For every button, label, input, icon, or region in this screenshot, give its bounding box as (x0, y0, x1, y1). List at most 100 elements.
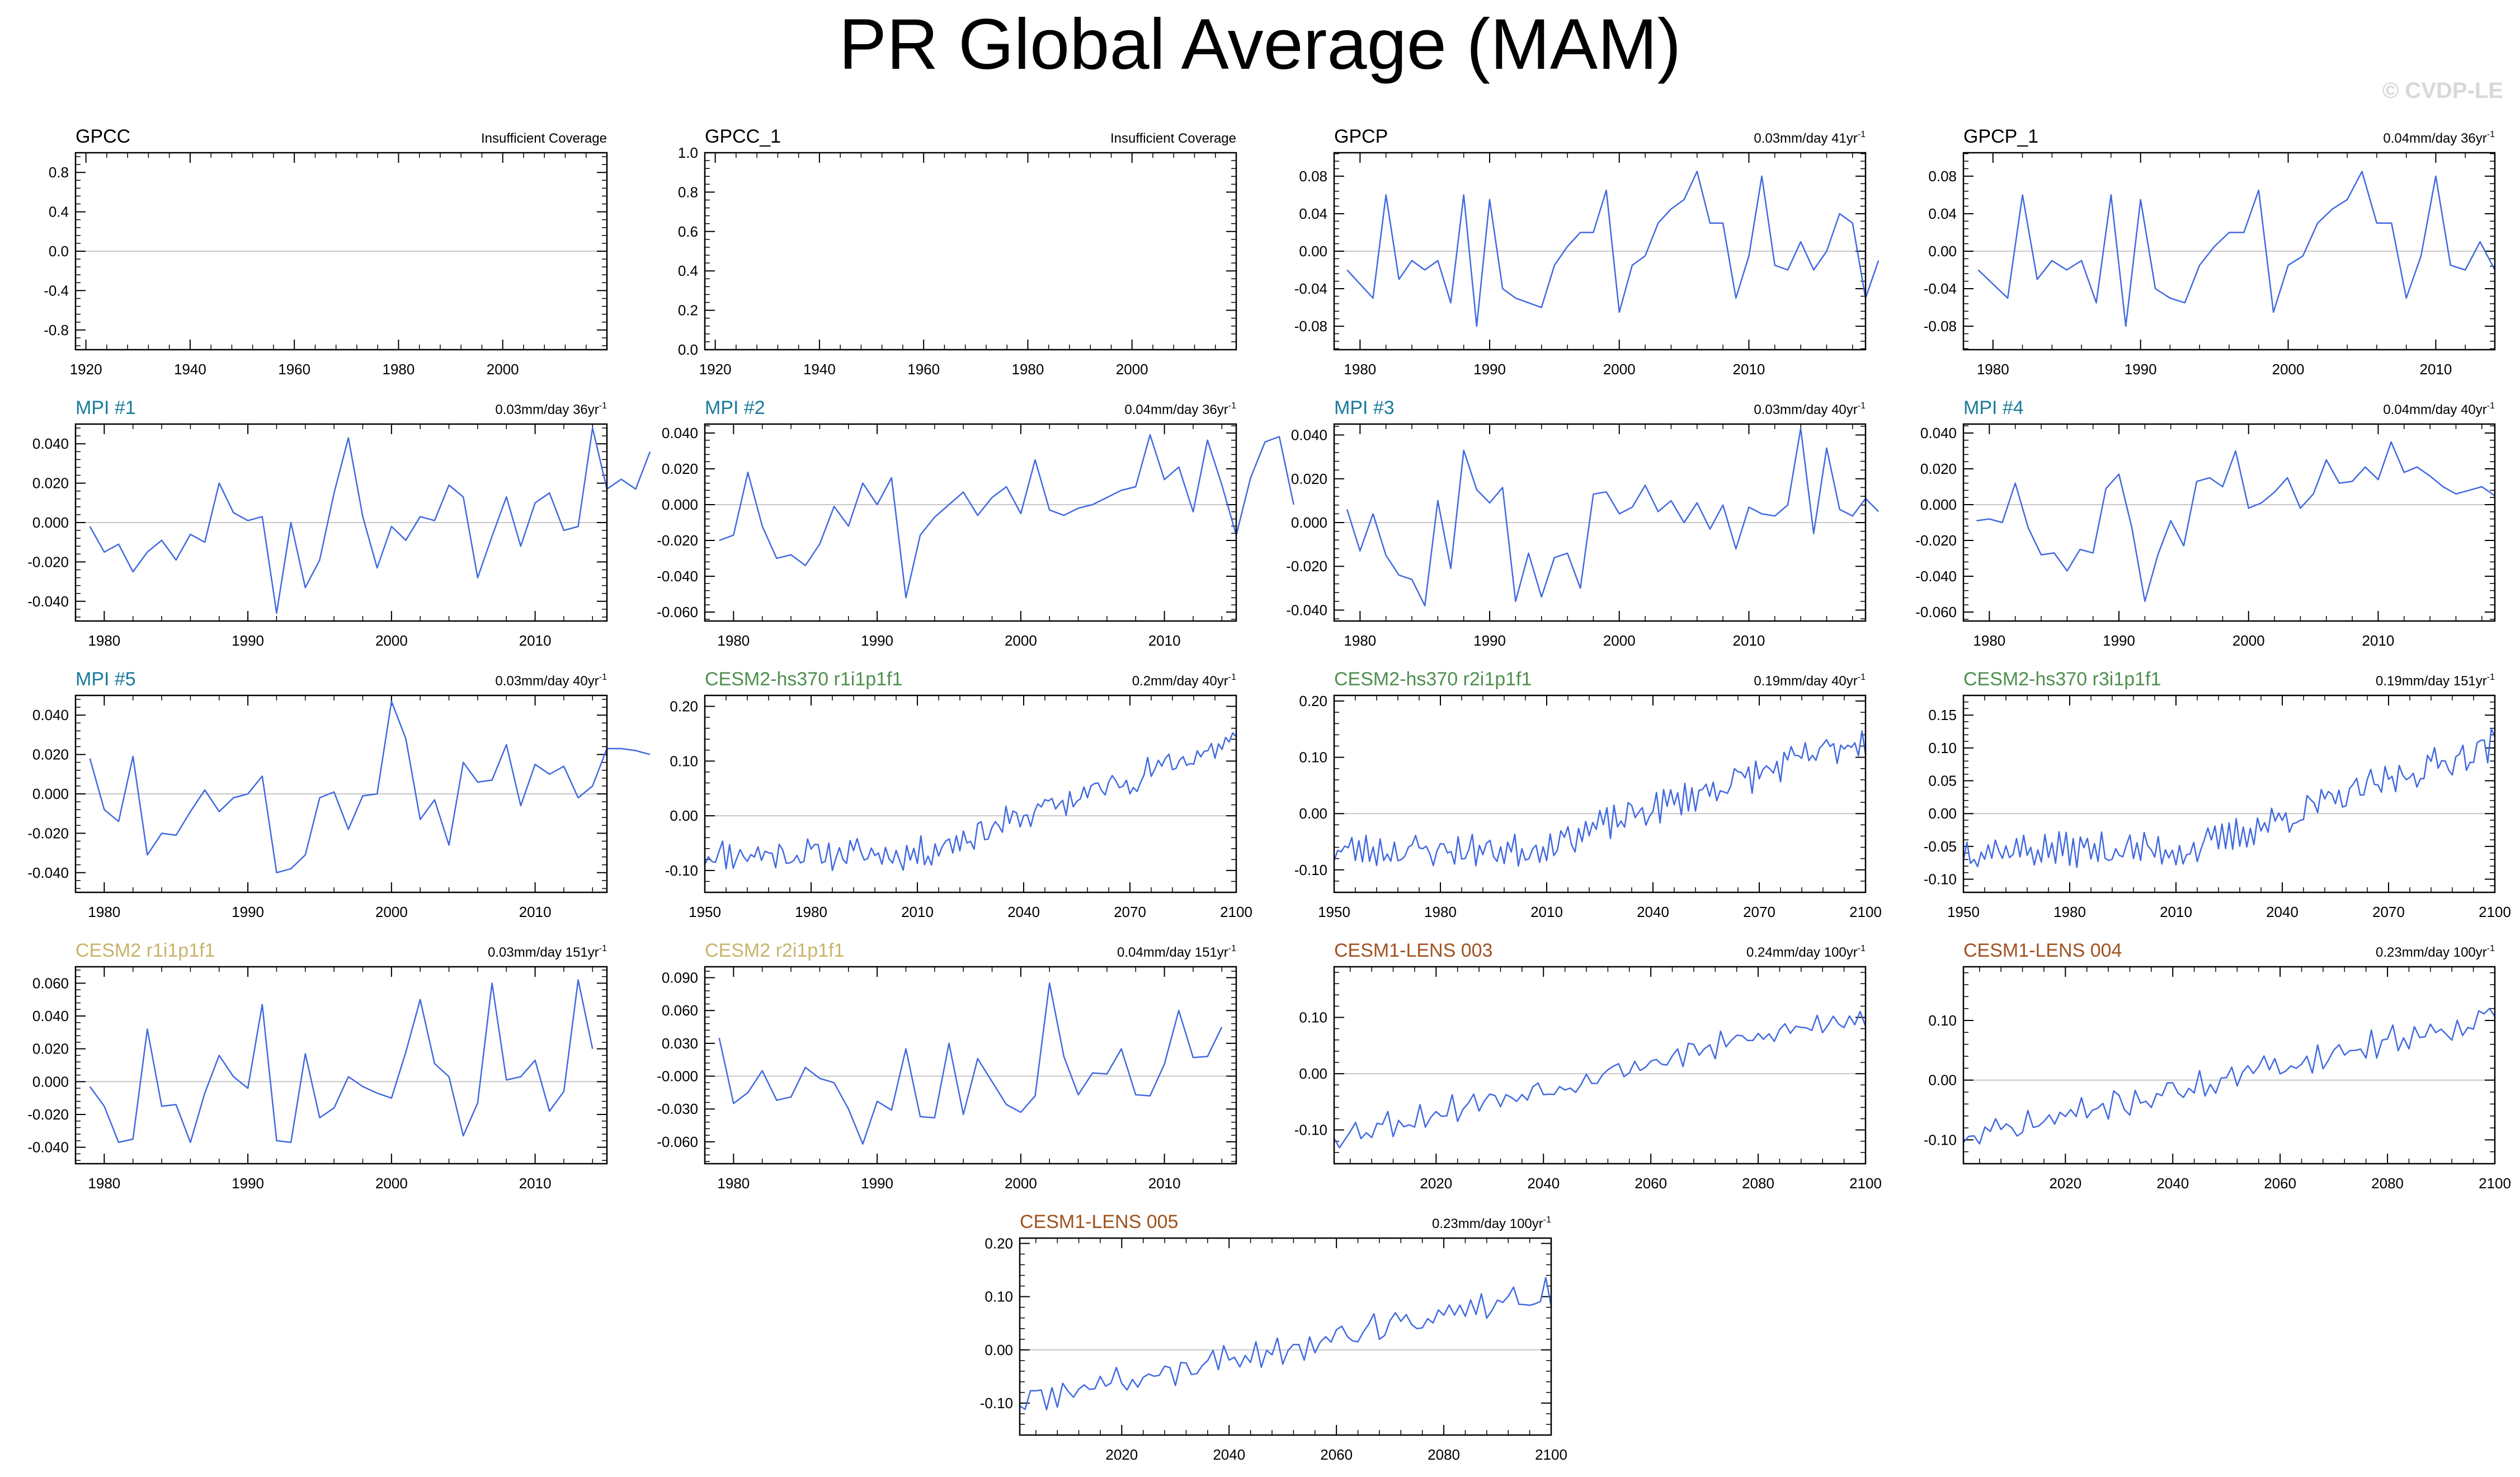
chart-panel-10: CESM2-hs370 r1i1p1f1 0.2mm/day 40yr-1 -0.1… (665, 669, 1252, 920)
plot-frame (74, 423, 608, 622)
y-tick-label: 0.020 (662, 460, 698, 477)
series-line (1346, 427, 1880, 606)
series-line (89, 427, 651, 614)
series-line (1346, 171, 1880, 327)
chart-panel-13: CESM2 r1i1p1f1 0.03mm/day 151yr-1 -0.040 -0… (27, 940, 608, 1192)
x-tick-label: 1980 (88, 1175, 120, 1192)
y-tick-label: 0.20 (1299, 693, 1327, 709)
plot-frame (704, 966, 1237, 1165)
y-tick-label: 0.00 (985, 1342, 1013, 1358)
x-tick-label: 2010 (519, 904, 552, 920)
stat-superscript: -1 (2487, 401, 2495, 411)
y-tick-label: 0.00 (1299, 1065, 1327, 1082)
x-tick-label: 2020 (2049, 1175, 2081, 1192)
panel-stat: 0.03mm/day 40yr-1 (1754, 401, 1866, 417)
y-tick-label: 0.10 (1299, 1009, 1327, 1026)
chart-panel-14: CESM2 r2i1p1f1 0.04mm/day 151yr-1 -0.060 -0… (657, 940, 1237, 1192)
y-tick-label: 1.0 (678, 144, 698, 161)
x-tick-label: 2040 (1213, 1446, 1245, 1463)
y-tick-label: 0.00 (1928, 805, 1957, 822)
y-tick-label: 0.020 (1920, 460, 1957, 477)
x-tick-label: 1980 (88, 904, 120, 920)
plot-frame (1333, 966, 1867, 1165)
x-tick-label: 1990 (232, 1175, 264, 1192)
plot-frame (1962, 966, 2496, 1165)
x-tick-label: 2060 (1635, 1175, 1667, 1192)
y-tick-label: -0.04 (1294, 280, 1327, 297)
y-tick-label: -0.020 (27, 553, 69, 570)
plot-frame (1333, 423, 1867, 622)
panel-title: MPI #2 (705, 397, 765, 418)
panel-title: CESM1-LENS 004 (1963, 940, 2122, 961)
y-tick-label: -0.4 (44, 282, 69, 299)
y-tick-label: 0.10 (670, 752, 698, 769)
x-tick-label: 1990 (861, 632, 893, 649)
x-tick-label: 1980 (717, 632, 750, 649)
plot-frame (1962, 152, 2496, 351)
panel-title: CESM2-hs370 r2i1p1f1 (1334, 669, 1532, 690)
stat-superscript: -1 (1228, 944, 1236, 953)
panel-title: CESM2 r1i1p1f1 (76, 940, 215, 961)
x-tick-label: 1980 (1973, 632, 2005, 649)
x-tick-label: 1980 (1344, 632, 1376, 649)
x-tick-label: 2040 (2156, 1175, 2189, 1192)
x-tick-label: 1980 (1344, 361, 1376, 378)
x-tick-label: 1980 (717, 1175, 750, 1192)
y-tick-label: -0.020 (1286, 558, 1327, 575)
chart-panel-12: CESM2-hs370 r3i1p1f1 0.19mm/day 151yr-1 -0… (1924, 669, 2511, 920)
panel-stat: 0.04mm/day 151yr-1 (1117, 944, 1236, 960)
stat-superscript: -1 (2487, 944, 2495, 953)
y-tick-label: 0.040 (32, 435, 69, 452)
y-tick-label: 0.040 (1291, 427, 1327, 444)
y-tick-label: 0.020 (32, 1041, 69, 1057)
series-line (1977, 171, 2496, 327)
x-tick-label: 1950 (1947, 904, 1980, 920)
stat-superscript: -1 (2487, 672, 2495, 682)
x-tick-label: 2100 (1849, 1175, 1882, 1192)
y-tick-label: 0.2 (678, 302, 698, 319)
x-tick-label: 2020 (1105, 1446, 1138, 1463)
panel-title: CESM1-LENS 005 (1020, 1211, 1178, 1233)
series-line (1333, 1010, 1867, 1149)
chart-panel-7: MPI #3 0.03mm/day 40yr-1 -0.040 -0.020 0.000… (1286, 397, 1880, 649)
panel-stat: 0.04mm/day 40yr-1 (2383, 401, 2495, 417)
y-tick-label: 0.00 (1928, 243, 1957, 260)
y-tick-label: 0.000 (32, 1073, 69, 1090)
x-tick-label: 2010 (901, 904, 934, 920)
x-tick-label: 1990 (232, 904, 264, 920)
y-tick-label: 0.020 (1291, 471, 1327, 487)
series-line (89, 700, 651, 874)
y-tick-label: 0.000 (1291, 514, 1327, 531)
panel-stat: 0.04mm/day 36yr-1 (2383, 130, 2495, 146)
series-line (719, 434, 1294, 599)
x-tick-label: 2010 (1733, 632, 1765, 649)
series-line (704, 732, 1237, 871)
panel-title: MPI #1 (76, 397, 136, 418)
y-tick-label: 0.00 (670, 807, 698, 824)
y-tick-label: 0.000 (32, 785, 69, 802)
x-tick-label: 2010 (519, 1175, 552, 1192)
panel-title: MPI #3 (1334, 397, 1395, 418)
y-tick-label: -0.060 (657, 1133, 698, 1150)
panel-title: GPCC (76, 126, 130, 147)
y-tick-label: 0.030 (662, 1035, 698, 1052)
panel-title: GPCP_1 (1963, 126, 2038, 147)
x-tick-label: 1980 (2053, 904, 2086, 920)
panel-stat: 0.24mm/day 100yr-1 (1746, 944, 1866, 960)
x-tick-label: 2070 (1743, 904, 1775, 920)
series-line (1962, 727, 2496, 868)
panel-stat: 0.03mm/day 40yr-1 (495, 672, 607, 689)
x-tick-label: 2000 (2232, 632, 2265, 649)
y-tick-label: 0.000 (1920, 496, 1957, 513)
plot-frame (1333, 694, 1867, 893)
y-tick-label: -0.05 (1924, 838, 1957, 855)
x-tick-label: 2000 (1603, 632, 1636, 649)
x-tick-label: 2070 (2372, 904, 2405, 920)
x-tick-label: 1980 (1977, 361, 2009, 378)
stat-superscript: -1 (1858, 944, 1866, 953)
x-tick-label: 2000 (1603, 361, 1636, 378)
y-tick-label: 0.20 (670, 698, 698, 715)
x-tick-label: 2000 (1005, 632, 1037, 649)
plot-frame (1333, 152, 1867, 351)
x-tick-label: 2000 (1116, 361, 1148, 378)
